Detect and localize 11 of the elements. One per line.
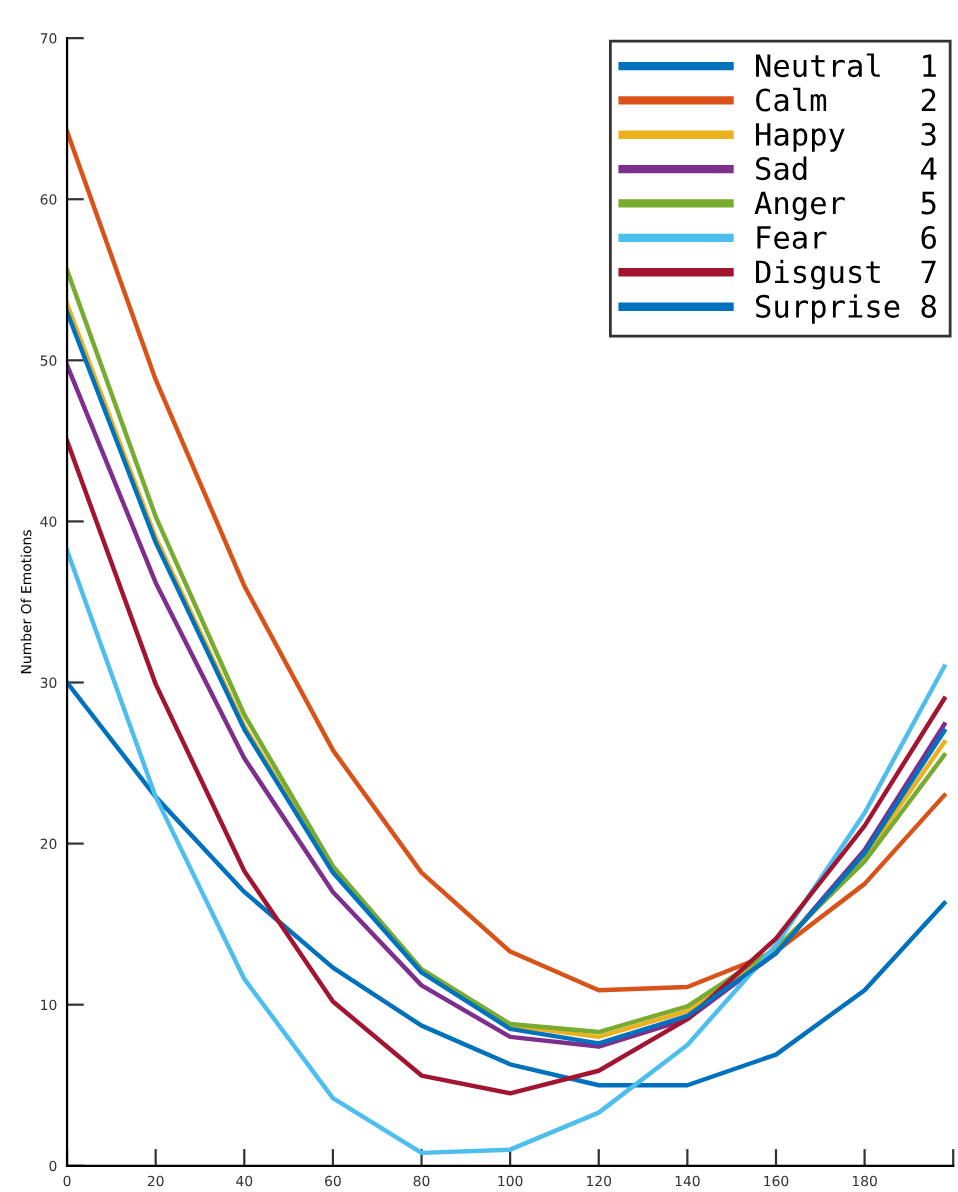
line-series [67, 680, 947, 1088]
line-series [67, 438, 947, 1096]
legend-label: Sad 4 [756, 156, 937, 181]
legend-label: Disgust 7 [756, 259, 936, 290]
legend-label: Anger 5 [754, 191, 936, 221]
legend-label: Neutral 1 [756, 53, 936, 78]
line-series [67, 548, 947, 1156]
legend-label: Calm 2 [756, 87, 936, 112]
legend-label: Fear 6 [757, 225, 936, 250]
legend-label: Surprise 8 [756, 294, 936, 324]
legend-label: Happy 3 [756, 122, 936, 152]
